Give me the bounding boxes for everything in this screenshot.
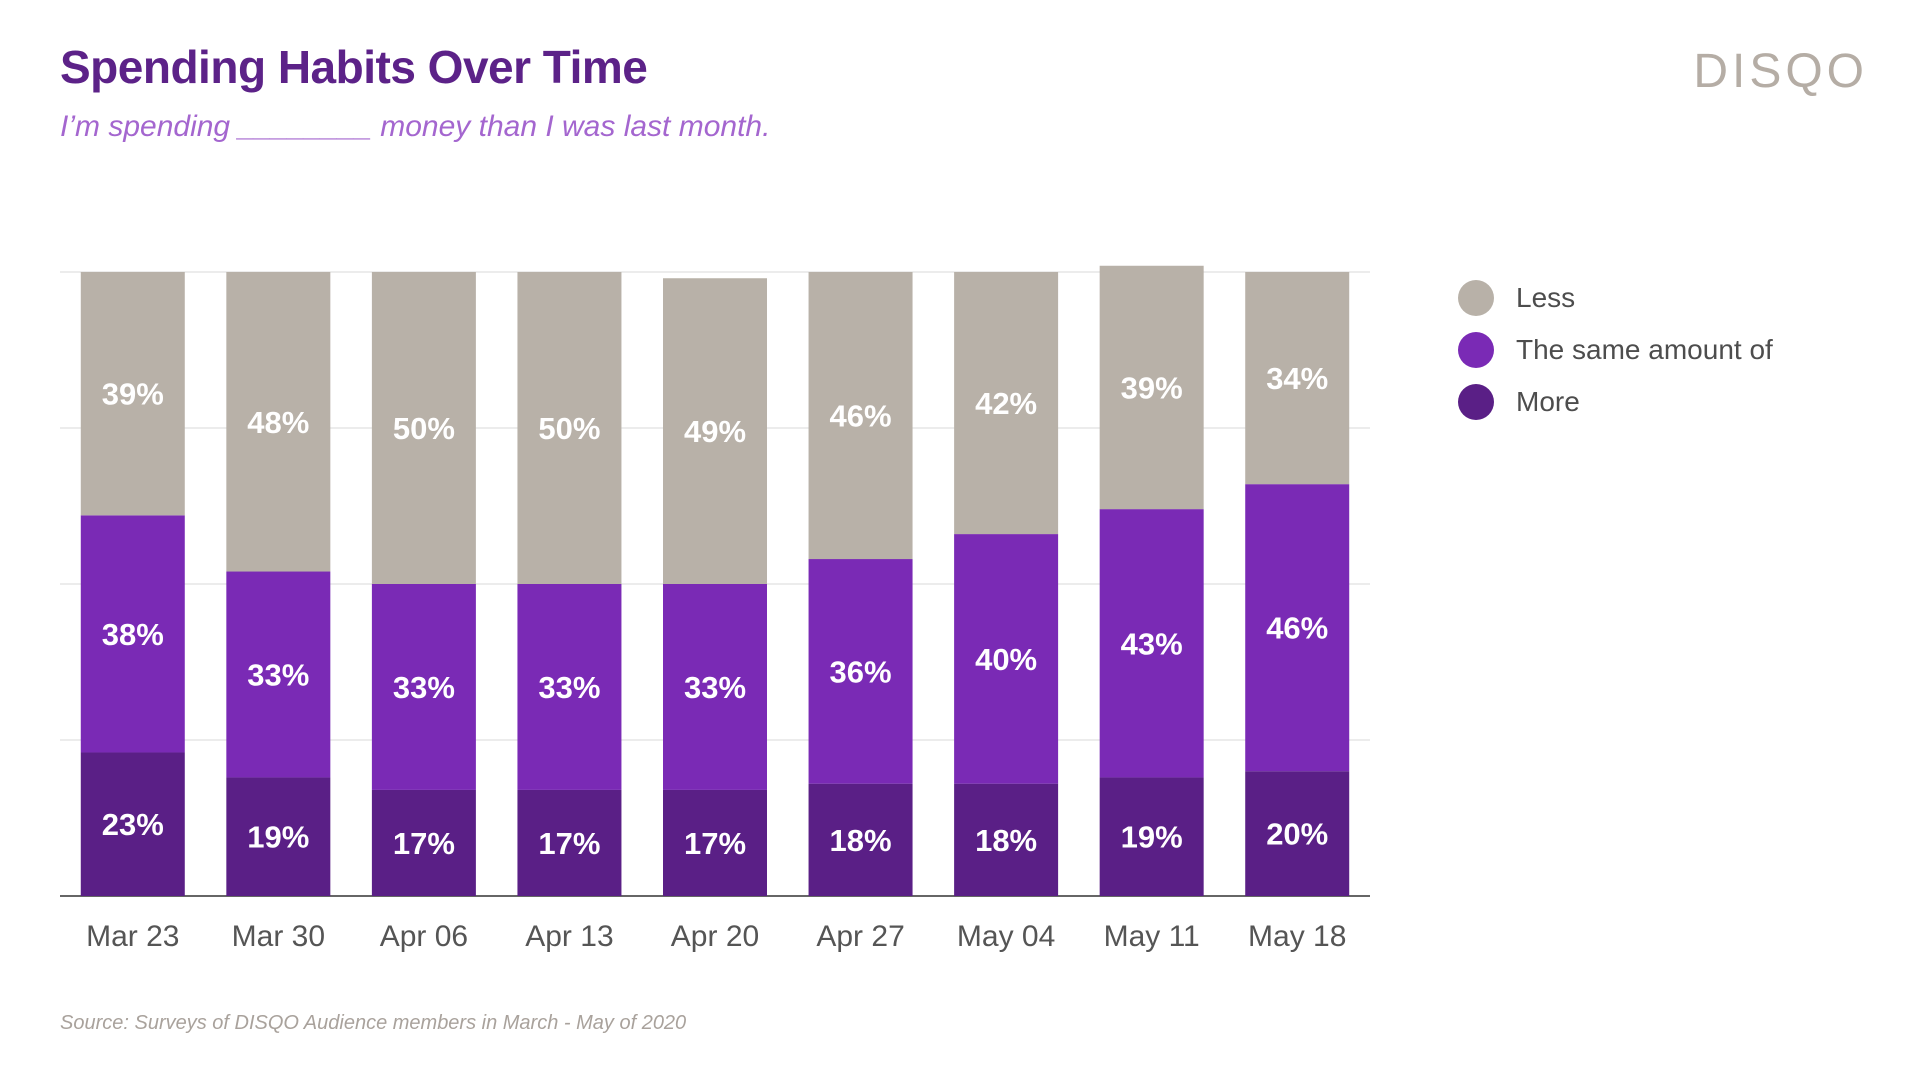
data-label: 34% bbox=[1266, 361, 1328, 396]
legend-label-less: Less bbox=[1516, 282, 1576, 313]
bar-segment-less bbox=[1245, 272, 1350, 485]
data-label: 17% bbox=[684, 826, 746, 861]
data-label: 20% bbox=[1266, 817, 1328, 852]
data-label: 18% bbox=[830, 823, 892, 858]
data-label: 17% bbox=[393, 826, 455, 861]
data-label: 42% bbox=[975, 386, 1037, 421]
data-label: 19% bbox=[1121, 820, 1183, 855]
data-label: 17% bbox=[538, 826, 600, 861]
disqo-logo: DISQO bbox=[1693, 45, 1868, 98]
legend-swatch-more bbox=[1458, 384, 1494, 420]
bar-segment-more bbox=[226, 777, 331, 896]
data-label: 43% bbox=[1121, 626, 1183, 661]
bar-segment-more bbox=[954, 783, 1059, 896]
bar-segment-the-same-amount-of bbox=[517, 584, 622, 790]
bar-segment-more bbox=[663, 789, 767, 896]
x-tick-label: Apr 06 bbox=[380, 920, 468, 953]
bar-segment-more bbox=[808, 783, 913, 896]
x-tick-label: May 18 bbox=[1248, 920, 1346, 953]
x-tick-label: Apr 13 bbox=[525, 920, 613, 953]
chart-title: Spending Habits Over Time bbox=[60, 41, 648, 93]
chart-legend: Less The same amount of More bbox=[1458, 272, 1773, 428]
x-tick-label: Mar 23 bbox=[86, 920, 179, 953]
bar-segment-the-same-amount-of bbox=[1245, 484, 1350, 772]
legend-item-same: The same amount of bbox=[1458, 324, 1773, 376]
x-tick-label: May 11 bbox=[1104, 920, 1200, 953]
bar-segment-the-same-amount-of bbox=[226, 571, 331, 778]
bar-segment-the-same-amount-of bbox=[663, 584, 767, 790]
bar-segment-less bbox=[80, 272, 185, 516]
bar-segment-less bbox=[226, 272, 331, 572]
source-note: Source: Surveys of DISQO Audience member… bbox=[60, 1012, 687, 1034]
bar-segment-the-same-amount-of bbox=[80, 515, 185, 753]
data-label: 49% bbox=[684, 414, 746, 449]
chart-subtitle: I’m spending ________ money than I was l… bbox=[60, 110, 771, 143]
x-tick-label: May 04 bbox=[957, 920, 1055, 953]
data-label: 46% bbox=[830, 399, 892, 434]
bar-segment-less bbox=[371, 272, 476, 584]
bar-segment-less bbox=[517, 272, 622, 584]
bar-segment-more bbox=[517, 789, 622, 896]
bar-segment-less bbox=[808, 272, 913, 560]
data-label: 38% bbox=[102, 617, 164, 652]
legend-item-more: More bbox=[1458, 376, 1773, 428]
data-label: 46% bbox=[1266, 611, 1328, 646]
data-label: 33% bbox=[538, 670, 600, 705]
x-tick-label: Apr 20 bbox=[671, 920, 759, 953]
data-label: 33% bbox=[247, 657, 309, 692]
x-tick-label: Apr 27 bbox=[816, 920, 904, 953]
data-label: 48% bbox=[247, 405, 309, 440]
bar-segment-the-same-amount-of bbox=[954, 534, 1059, 784]
bar-segment-less bbox=[1099, 265, 1204, 510]
legend-label-more: More bbox=[1516, 386, 1580, 417]
data-label: 39% bbox=[102, 377, 164, 412]
data-label: 39% bbox=[1121, 370, 1183, 405]
bar-segment-the-same-amount-of bbox=[808, 559, 913, 784]
data-label: 19% bbox=[247, 820, 309, 855]
legend-swatch-same bbox=[1458, 332, 1494, 368]
bar-segment-more bbox=[1099, 777, 1204, 896]
data-label: 40% bbox=[975, 642, 1037, 677]
data-label: 50% bbox=[538, 411, 600, 446]
data-label: 36% bbox=[830, 654, 892, 689]
bar-segment-the-same-amount-of bbox=[1099, 509, 1204, 778]
bar-segment-more bbox=[371, 789, 476, 896]
bar-segment-more bbox=[1245, 771, 1350, 896]
data-label: 23% bbox=[102, 807, 164, 842]
data-label: 33% bbox=[684, 670, 746, 705]
data-label: 33% bbox=[393, 670, 455, 705]
data-label: 50% bbox=[393, 411, 455, 446]
legend-item-less: Less bbox=[1458, 272, 1773, 324]
bar-segment-the-same-amount-of bbox=[371, 584, 476, 790]
x-tick-label: Mar 30 bbox=[232, 920, 325, 953]
bar-segment-less bbox=[663, 278, 767, 584]
legend-label-same: The same amount of bbox=[1516, 334, 1773, 365]
bar-segment-less bbox=[954, 272, 1059, 535]
bar-segment-more bbox=[80, 752, 185, 896]
data-label: 18% bbox=[975, 823, 1037, 858]
legend-swatch-less bbox=[1458, 280, 1494, 316]
